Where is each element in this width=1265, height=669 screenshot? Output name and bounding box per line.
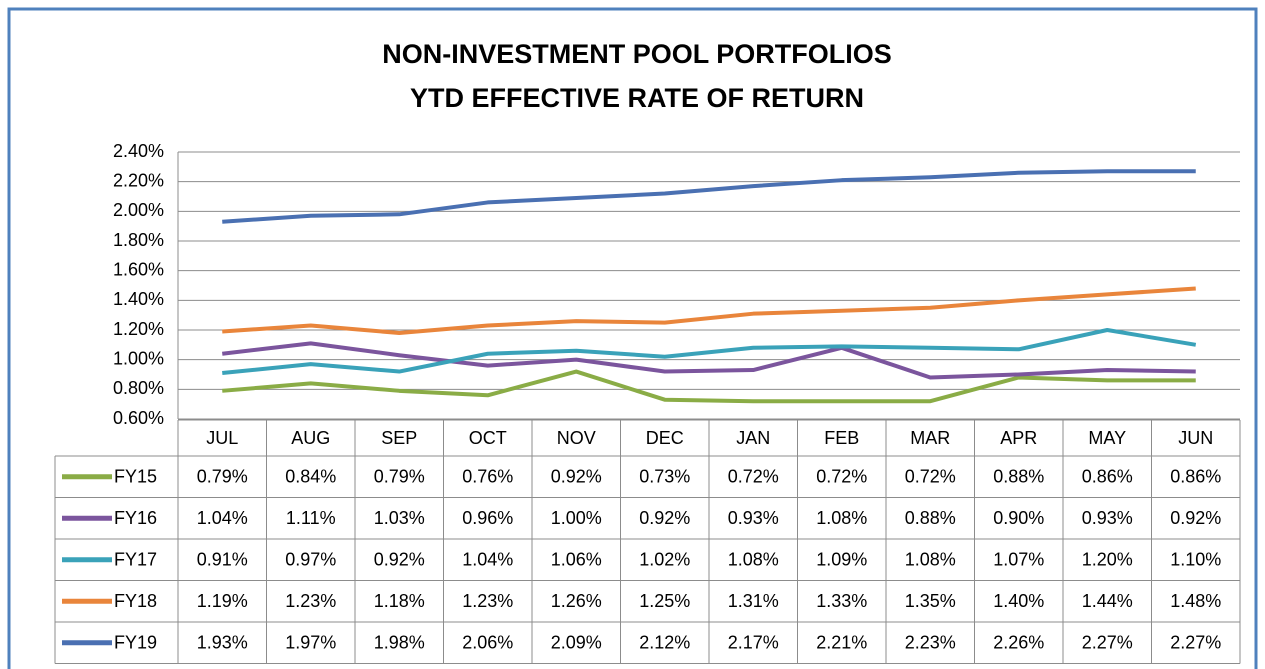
table-value: 0.72%: [905, 467, 956, 487]
x-tick-label: AUG: [291, 428, 330, 448]
table-value: 0.72%: [728, 467, 779, 487]
table-value: 1.06%: [551, 550, 602, 570]
table-value: 1.33%: [816, 591, 867, 611]
series-line: [222, 369, 1196, 404]
legend-label: FY18: [114, 591, 157, 611]
table-value: 0.86%: [1082, 467, 1133, 487]
x-tick-label: DEC: [646, 428, 684, 448]
table-value: 1.20%: [1082, 550, 1133, 570]
table-value: 1.11%: [286, 508, 336, 528]
table-value: 1.93%: [197, 633, 248, 653]
table-value: 1.31%: [728, 591, 779, 611]
table-value: 0.76%: [462, 467, 513, 487]
y-tick-label: 1.20%: [113, 319, 164, 339]
legend-label: FY16: [114, 508, 157, 528]
chart-title: NON-INVESTMENT POOL PORTFOLIOS: [382, 39, 892, 69]
table-value: 1.19%: [197, 591, 248, 611]
chart-border: [7, 7, 1258, 669]
table-value: 1.09%: [816, 550, 867, 570]
y-tick-label: 0.60%: [113, 408, 164, 428]
x-tick-label: NOV: [557, 428, 596, 448]
table-value: 1.08%: [728, 550, 779, 570]
x-tick-label: JAN: [736, 428, 770, 448]
table-value: 0.79%: [374, 467, 425, 487]
series-line: [222, 169, 1196, 224]
table-value: 2.27%: [1082, 633, 1133, 653]
table-value: 2.17%: [728, 633, 779, 653]
table-value: 2.06%: [462, 633, 513, 653]
table-value: 1.26%: [551, 591, 602, 611]
table-value: 0.92%: [551, 467, 602, 487]
table-value: 1.00%: [551, 508, 602, 528]
table-value: 0.92%: [1170, 508, 1221, 528]
y-tick-label: 2.40%: [113, 141, 164, 161]
table-value: 0.88%: [905, 508, 956, 528]
table-value: 0.90%: [993, 508, 1044, 528]
table-value: 0.93%: [728, 508, 779, 528]
table-value: 1.98%: [374, 633, 425, 653]
table-value: 1.03%: [374, 508, 425, 528]
table-value: 1.44%: [1082, 591, 1133, 611]
table-value: 1.04%: [197, 508, 248, 528]
x-tick-label: MAR: [910, 428, 950, 448]
legend-label: FY17: [114, 550, 157, 570]
table-value: 1.48%: [1170, 591, 1221, 611]
y-tick-label: 1.60%: [113, 259, 164, 279]
table-value: 0.93%: [1082, 508, 1133, 528]
x-tick-label: OCT: [469, 428, 507, 448]
y-tick-label: 2.00%: [113, 200, 164, 220]
table-value: 1.97%: [285, 633, 336, 653]
x-tick-label: JUN: [1178, 428, 1213, 448]
table-value: 0.84%: [285, 467, 336, 487]
table-value: 1.04%: [462, 550, 513, 570]
x-tick-label: MAY: [1088, 428, 1126, 448]
table-value: 0.73%: [639, 467, 690, 487]
x-tick-label: APR: [1000, 428, 1037, 448]
legend-label: FY19: [114, 633, 157, 653]
y-tick-label: 1.80%: [113, 230, 164, 250]
series-line: [222, 286, 1196, 335]
series-line: [222, 328, 1197, 376]
table-value: 1.40%: [993, 591, 1044, 611]
series-line: [222, 341, 1196, 380]
table-value: 2.27%: [1170, 633, 1221, 653]
y-tick-label: 1.40%: [113, 289, 164, 309]
table-value: 1.25%: [639, 591, 690, 611]
x-tick-label: FEB: [824, 428, 859, 448]
table-value: 1.07%: [993, 550, 1044, 570]
table-value: 1.23%: [462, 591, 513, 611]
table-value: 0.92%: [374, 550, 425, 570]
x-tick-label: JUL: [206, 428, 238, 448]
table-value: 1.02%: [639, 550, 690, 570]
y-tick-label: 2.20%: [113, 170, 164, 190]
table-value: 1.23%: [285, 591, 336, 611]
table-value: 2.21%: [816, 633, 867, 653]
table-value: 0.88%: [993, 467, 1044, 487]
chart-subtitle: YTD EFFECTIVE RATE OF RETURN: [410, 83, 864, 113]
table-value: 0.91%: [197, 550, 248, 570]
table-value: 1.08%: [905, 550, 956, 570]
x-tick-label: SEP: [381, 428, 417, 448]
table-value: 0.96%: [462, 508, 513, 528]
table-value: 2.12%: [639, 633, 690, 653]
table-value: 1.10%: [1170, 550, 1221, 570]
table-value: 1.18%: [374, 591, 425, 611]
table-value: 2.09%: [551, 633, 602, 653]
table-value: 0.79%: [197, 467, 248, 487]
table-value: 0.97%: [285, 550, 336, 570]
table-value: 2.26%: [993, 633, 1044, 653]
table-value: 1.35%: [905, 591, 956, 611]
table-value: 0.86%: [1170, 467, 1221, 487]
table-value: 2.23%: [905, 633, 956, 653]
legend-label: FY15: [114, 467, 157, 487]
y-tick-label: 1.00%: [113, 348, 164, 368]
y-tick-label: 0.80%: [113, 378, 164, 398]
table-value: 0.92%: [639, 508, 690, 528]
table-value: 1.08%: [816, 508, 867, 528]
table-value: 0.72%: [816, 467, 867, 487]
